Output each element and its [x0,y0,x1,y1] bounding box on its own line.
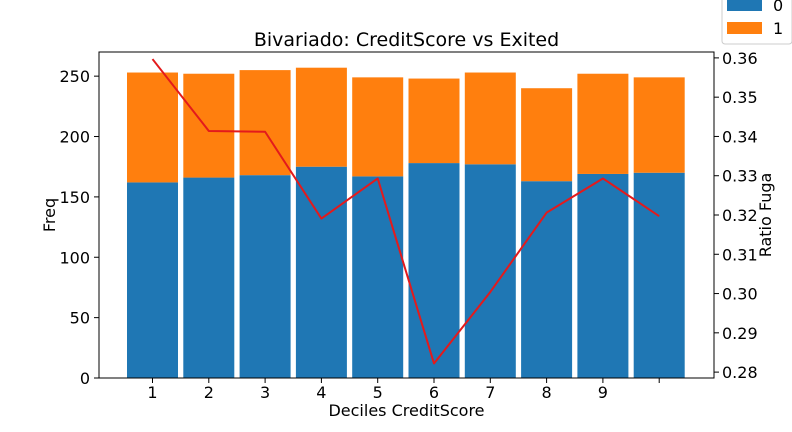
y-tick-label: 250 [59,67,90,86]
y2-tick-label: 0.35 [722,88,758,107]
x-tick-label: 6 [429,383,439,402]
bar-series-0-cat-3 [239,175,291,378]
bar-series-1-cat-1 [127,72,178,183]
ratio-line [151,58,660,365]
y2-tick-label: 0.29 [722,324,758,343]
bar-series-1-cat-9 [577,73,629,174]
y2-tick-label: 0.34 [722,127,758,146]
bar-series-0-cat-9 [577,173,629,378]
bar-series-0-cat-10 [633,172,685,378]
x-tick-label: 5 [373,383,383,402]
y-axis-label: Freq [40,198,59,232]
y-tick-label: 0 [80,369,90,388]
y-axis-right: 0.28 0.29 0.30 0.31 0.32 0.33 0.34 0.35 0.36 [714,49,758,382]
y2-tick-label: 0.31 [722,245,758,264]
y2-tick-label: 0.36 [722,49,758,68]
y-tick-label: 50 [70,309,90,328]
y2-axis-label: Ratio Fuga [756,173,775,258]
y2-tick-label: 0.30 [722,285,758,304]
bar-series-1-cat-6 [408,78,460,164]
legend-label-0: 0 [773,0,783,15]
bar-series-0-cat-6 [408,163,460,378]
x-axis-label: Deciles CreditScore [328,401,484,420]
x-tick-label: 8 [542,383,552,402]
x-tick-label: 9 [598,383,608,402]
y-tick-label: 150 [59,188,90,207]
y-tick-label: 200 [59,128,90,147]
bar-series-1-cat-2 [183,73,235,178]
chart-title: Bivariado: CreditScore vs Exited [254,29,559,51]
bar-series-1-cat-10 [633,77,685,173]
legend: 0 1 [721,0,792,45]
bars-layer [127,67,685,378]
bar-series-0-cat-7 [464,164,516,378]
legend-swatch-0 [727,0,762,11]
y-axis-left: 0 50 100 150 200 250 [59,67,99,388]
bar-series-1-cat-7 [464,72,516,165]
bar-series-0-cat-8 [521,181,573,378]
bar-series-1-cat-5 [352,77,404,177]
x-axis: 1 2 3 4 5 6 7 8 9 [147,378,660,402]
bar-series-0-cat-1 [127,182,178,378]
bar-series-0-cat-2 [183,177,235,378]
x-tick-label: 2 [204,383,214,402]
ratio-line-layer [151,58,660,365]
x-tick-label: 4 [316,383,326,402]
y2-tick-label: 0.33 [722,167,758,186]
y2-tick-label: 0.32 [722,206,758,225]
legend-label-1: 1 [773,19,783,38]
bar-series-0-cat-5 [352,176,404,378]
y2-tick-label: 0.28 [722,363,758,382]
y-tick-label: 100 [59,248,90,267]
bar-series-1-cat-4 [295,67,347,167]
legend-swatch-1 [727,22,762,34]
x-tick-label: 3 [260,383,270,402]
x-tick-label: 7 [485,383,495,402]
bar-series-0-cat-4 [295,166,347,378]
x-tick-label: 1 [147,383,157,402]
bar-series-1-cat-8 [521,88,573,182]
